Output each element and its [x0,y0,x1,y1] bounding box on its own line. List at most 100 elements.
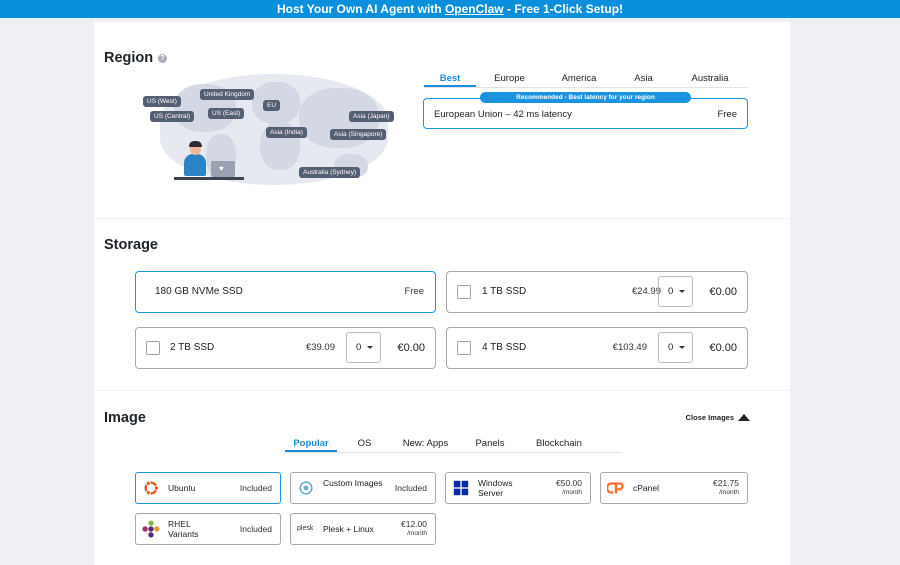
map-pin[interactable]: US (East) [208,108,245,119]
chevron-up-icon [738,414,750,421]
ubuntu-icon [144,480,159,496]
close-images-label: Close Images [685,413,734,422]
heart-icon: ♥ [219,164,224,173]
image-price: Included [394,483,427,493]
image-price: Included [239,483,272,493]
storage-addon-card[interactable]: 2 TB SSD €39.09 0 €0.00 [135,327,436,369]
image-price: €12.00/month [401,519,427,539]
selected-region-card[interactable]: Recommended - Best latency for your regi… [423,92,748,129]
image-name: Ubuntu [168,483,196,493]
storage-checkbox[interactable] [457,341,471,355]
image-name: Custom Images [323,478,383,488]
storage-checkbox[interactable] [457,285,471,299]
price-period: /month [407,530,427,537]
quantity-value: 0 [668,342,674,353]
image-price: €50.00/month [556,478,582,498]
map-pin[interactable]: EU [263,100,281,111]
tab-panels[interactable]: Panels [475,438,505,449]
map-pin[interactable]: US (West) [143,96,181,107]
tab-asia[interactable]: Asia [634,73,653,84]
openclaw-link[interactable]: OpenClaw [444,2,504,16]
storage-label: 180 GB NVMe SSD [155,286,243,297]
banner-text-suffix: - Free 1-Click Setup! [503,2,624,16]
price-amount: €12.00 [401,519,427,529]
storage-total: €0.00 [397,342,425,354]
help-icon[interactable]: ? [158,54,167,63]
image-card-cpanel[interactable]: cPanel €21.75/month [600,472,748,504]
custom-image-icon [299,481,313,495]
storage-price: €103.49 [612,342,647,353]
storage-addon-card[interactable]: 1 TB SSD €24.99 0 €0.00 [446,271,748,313]
cpanel-icon [607,482,624,494]
region-name: European Union – 42 ms latency [434,109,572,120]
storage-section: Storage 180 GB NVMe SSD Free 1 TB SSD €2… [94,219,790,390]
storage-total: €0.00 [709,342,737,354]
tab-america[interactable]: America [561,73,597,84]
price-amount: €50.00 [556,478,582,488]
image-name: cPanel [633,483,659,493]
quantity-select[interactable]: 0 [346,332,381,363]
image-card-ubuntu[interactable]: Ubuntu Included [135,472,281,504]
quantity-value: 0 [668,286,674,297]
image-name: Plesk + Linux [323,524,374,534]
image-title: Image [104,410,146,426]
tab-australia[interactable]: Australia [691,73,729,84]
map-pin[interactable]: United Kingdom [200,89,255,100]
tab-os[interactable]: OS [357,438,372,449]
storage-price: €24.99 [631,286,661,297]
map-pin[interactable]: Asia (India) [266,127,307,138]
region-section: Region ? US (West) United Kingdom EU US … [94,22,790,218]
storage-price: Free [404,286,424,297]
price-amount: €21.75 [713,478,739,488]
quantity-select[interactable]: 0 [658,332,693,363]
close-images-button[interactable]: Close Images [686,413,750,422]
tab-europe[interactable]: Europe [494,73,525,84]
image-section: Image Close Images Popular OS New: Apps … [94,391,790,565]
image-name: RHEL Variants [168,519,199,539]
storage-label: 1 TB SSD [482,286,527,297]
image-tabs: Popular OS New: Apps Panels Blockchain [285,437,622,453]
storage-label: 4 TB SSD [482,342,527,353]
person-hair [189,141,202,147]
recommended-badge: Recommended - Best latency for your regi… [480,92,691,103]
chevron-down-icon [679,290,685,293]
chevron-down-icon [679,346,685,349]
storage-addon-card[interactable]: 4 TB SSD €103.49 0 €0.00 [446,327,748,369]
quantity-value: 0 [356,342,362,353]
promo-banner[interactable]: Host Your Own AI Agent with OpenClaw - F… [0,0,900,18]
image-price: €21.75/month [713,478,739,498]
storage-total: €0.00 [709,286,737,298]
quantity-select[interactable]: 0 [658,276,693,307]
image-name: Windows Server [478,478,513,498]
chevron-down-icon [367,346,373,349]
map-pin[interactable]: US (Central) [150,111,195,122]
person-illustration [184,154,206,176]
price-period: /month [562,489,582,496]
map-pin[interactable]: Asia (Japan) [349,111,394,122]
windows-icon [453,480,469,496]
storage-title: Storage [104,237,158,253]
map-pin[interactable]: Asia (Singapore) [330,129,387,140]
storage-checkbox[interactable] [146,341,160,355]
region-price: Free [717,109,737,120]
region-tabs: Best Europe America Asia Australia [424,72,748,88]
map-pin[interactable]: Australia (Sydney) [299,167,361,178]
image-card-rhel[interactable]: RHEL Variants Included [135,513,281,545]
tab-blockchain[interactable]: Blockchain [536,438,582,449]
banner-text: Host Your Own AI Agent with [276,2,445,16]
tab-best[interactable]: Best [424,72,476,87]
tab-new-apps[interactable]: New: Apps [402,438,449,449]
region-title: Region [104,50,154,66]
image-card-plesk[interactable]: plesk Plesk + Linux €12.00/month [290,513,436,545]
person-head [190,143,201,155]
image-card-windows[interactable]: Windows Server €50.00/month [445,472,591,504]
desk-illustration [174,177,244,180]
rhel-icon [142,520,160,538]
tab-popular[interactable]: Popular [285,437,337,452]
plesk-icon: plesk [297,525,314,532]
storage-base-card[interactable]: 180 GB NVMe SSD Free [135,271,436,313]
storage-label: 2 TB SSD [170,342,215,353]
storage-price: €39.09 [305,342,335,353]
image-card-custom[interactable]: Custom Images Included [290,472,436,504]
laptop-icon: ♥ [211,161,235,177]
